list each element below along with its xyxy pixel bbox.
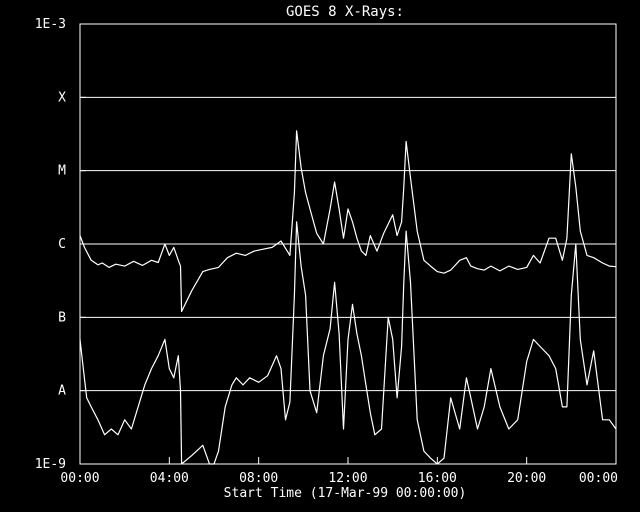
y-tick-label: B [58,310,66,325]
x-axis-ticks: 00:00 04:00 08:00 12:00 16:00 20:00 00:00 [60,457,618,486]
x-tick-label: 16:00 [418,471,457,486]
x-tick-label: 08:00 [239,471,278,486]
x-tick-label: 00:00 [60,471,99,486]
y-tick-label: A [58,384,66,399]
y-tick-label: C [58,237,66,252]
y-tick-label: M [58,164,66,179]
series-line-1 [79,130,617,313]
gridlines [80,96,616,392]
y-tick-label: 1E-3 [35,17,66,32]
chart-title: GOES 8 X-Rays: [286,4,404,20]
series-line-2 [79,221,617,465]
y-tick-label: 1E-9 [35,457,66,472]
x-tick-label: 12:00 [328,471,367,486]
x-axis-label: Start Time (17-Mar-99 00:00:00) [224,486,467,501]
x-tick-label: 20:00 [507,471,546,486]
x-tick-label: 00:00 [579,471,618,486]
y-axis-ticks: 1E-3 X M C B A 1E-9 [35,17,86,472]
y-tick-label: X [58,90,66,105]
series-layer [79,130,617,465]
x-tick-label: 04:00 [150,471,189,486]
